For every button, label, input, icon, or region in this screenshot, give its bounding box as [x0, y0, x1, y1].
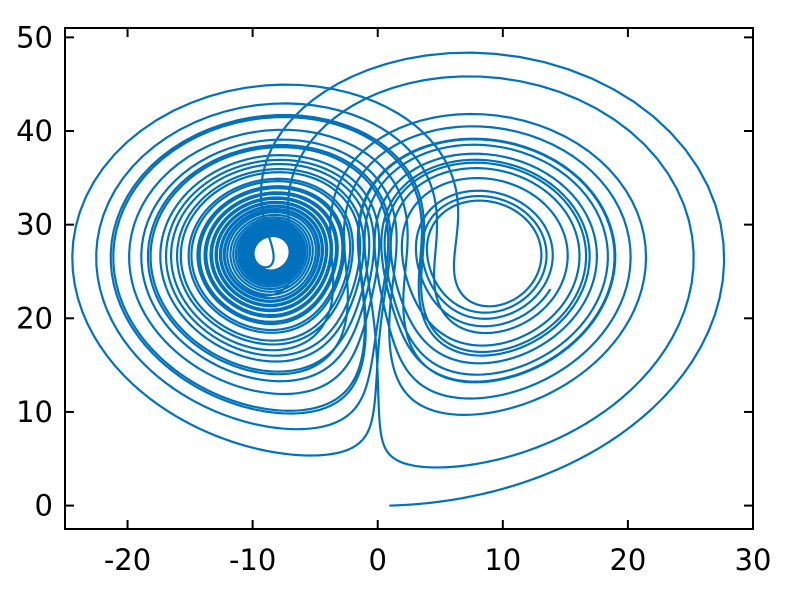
series-line-0 — [71, 51, 726, 507]
axis-ticks — [65, 28, 754, 529]
x-tick-label: 30 — [735, 543, 772, 577]
y-tick-label: 30 — [16, 208, 53, 242]
x-tick-label: 0 — [369, 543, 387, 577]
y-axis-tick-labels: 0 10 20 30 40 50 — [16, 20, 53, 522]
axes-frame — [64, 27, 754, 530]
plot-area — [71, 51, 726, 507]
y-tick-label: 0 — [35, 489, 53, 523]
x-tick-label: 20 — [609, 543, 646, 577]
x-axis-tick-labels: -20 -10 0 10 20 30 — [104, 543, 772, 577]
y-tick-label: 40 — [16, 114, 53, 148]
x-tick-label: 10 — [484, 543, 521, 577]
y-tick-label: 20 — [16, 301, 53, 335]
y-tick-label: 10 — [16, 395, 53, 429]
x-tick-label: -10 — [229, 543, 276, 577]
x-tick-label: -20 — [104, 543, 151, 577]
y-tick-label: 50 — [16, 20, 53, 54]
